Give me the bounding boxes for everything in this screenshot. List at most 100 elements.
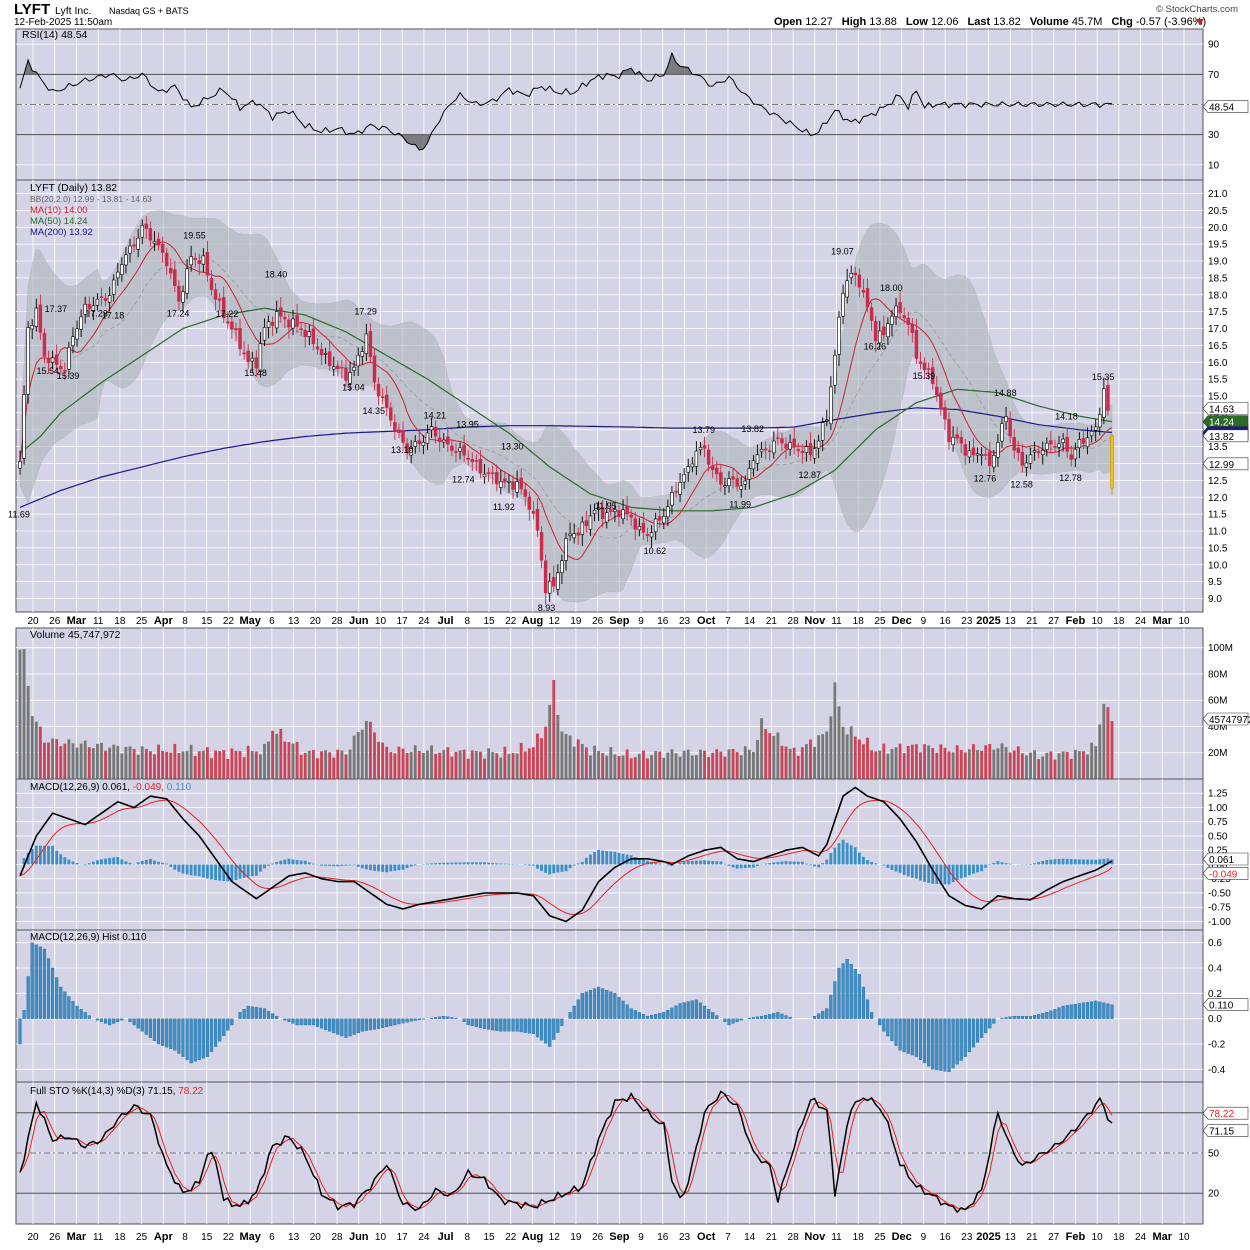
macd-hist-bar bbox=[466, 862, 470, 865]
candle-body bbox=[776, 437, 780, 439]
macd-hist-bar bbox=[1041, 860, 1045, 865]
candle-body bbox=[943, 407, 947, 420]
macd-hist-bar bbox=[910, 864, 914, 878]
hist-bar bbox=[112, 1018, 116, 1024]
volume-bar bbox=[584, 747, 588, 779]
price-annotation: 12.58 bbox=[1010, 480, 1033, 490]
volume-bar bbox=[870, 750, 874, 779]
hist-bar bbox=[568, 1012, 572, 1019]
macd-hist-bar bbox=[385, 864, 389, 873]
volume-bar bbox=[120, 753, 124, 779]
macd-hist-bar bbox=[1049, 859, 1053, 865]
hist-bar bbox=[152, 1018, 157, 1041]
volume-bar bbox=[694, 755, 698, 779]
hist-bar bbox=[592, 988, 597, 1019]
candle-body bbox=[148, 228, 153, 241]
hist-bar bbox=[1081, 1002, 1086, 1019]
hist-bar bbox=[825, 1008, 829, 1019]
price-annotation: 13.19 bbox=[391, 445, 414, 455]
hist-bar bbox=[311, 1018, 315, 1026]
candle-body bbox=[674, 490, 678, 493]
macd-hist-bar bbox=[752, 864, 755, 868]
hist-bar bbox=[462, 1018, 466, 1022]
candle-body bbox=[1102, 388, 1106, 418]
x-axis-tick-label: 20 bbox=[27, 616, 39, 627]
macd-hist-bar bbox=[1061, 858, 1065, 865]
volume-bar bbox=[947, 751, 951, 779]
macd-hist-bar bbox=[1053, 859, 1057, 865]
volume-bar bbox=[548, 704, 552, 779]
hist-bar bbox=[1094, 1000, 1098, 1019]
volume-bar bbox=[368, 721, 372, 779]
volume-bar bbox=[307, 750, 311, 779]
bottom-x-axis-tick-label: 13 bbox=[288, 1232, 300, 1243]
x-axis-tick-label: 16 bbox=[657, 616, 669, 627]
hist-bar bbox=[902, 1018, 906, 1053]
volume-bar bbox=[59, 746, 63, 779]
candle-body bbox=[670, 491, 674, 506]
price-annotation: 15.54 bbox=[37, 366, 60, 376]
hist-bar bbox=[784, 1015, 788, 1019]
volume-bar bbox=[1049, 751, 1053, 779]
macd-hist-bar bbox=[800, 861, 804, 865]
macd-hist-bar bbox=[857, 852, 861, 865]
volume-bar bbox=[951, 752, 955, 779]
volume-bar bbox=[715, 749, 719, 779]
volume-bar bbox=[935, 752, 939, 779]
candle-body bbox=[523, 489, 527, 497]
candle-body bbox=[173, 269, 177, 287]
candle-body bbox=[996, 442, 1000, 458]
macd-tick-label: -0.25 bbox=[1208, 874, 1231, 885]
hist-bar bbox=[1004, 1017, 1008, 1019]
macd-hist-bar bbox=[874, 863, 878, 865]
macd-tick-label: 0.75 bbox=[1208, 817, 1228, 828]
candle-body bbox=[30, 325, 34, 330]
macd-hist-bar bbox=[153, 860, 156, 865]
bottom-x-axis-tick-label: 24 bbox=[1135, 1232, 1147, 1243]
candle-body bbox=[596, 507, 601, 510]
bottom-x-axis-tick-label: 11 bbox=[831, 1232, 842, 1243]
volume-bar bbox=[332, 757, 336, 779]
hist-bar bbox=[103, 1018, 108, 1024]
high-label: High bbox=[842, 16, 867, 28]
bottom-x-axis-tick-label: Jun bbox=[349, 1231, 369, 1243]
ma50-legend: MA(50) 14.24 bbox=[30, 216, 88, 227]
hist-bar bbox=[906, 1018, 910, 1054]
hist-bar bbox=[75, 1005, 79, 1019]
volume-bar bbox=[992, 749, 996, 779]
macd-hist-bar bbox=[1037, 862, 1041, 865]
volume-bar bbox=[943, 747, 947, 779]
volume-bar bbox=[764, 729, 768, 779]
candle-body bbox=[222, 297, 226, 319]
hist-bar bbox=[397, 1018, 401, 1025]
bottom-x-axis-tick-label: 16 bbox=[940, 1232, 952, 1243]
macd-hist-bar bbox=[1033, 863, 1037, 865]
macd-hist-bar bbox=[739, 864, 743, 869]
candle-body bbox=[882, 326, 886, 336]
volume-bar bbox=[613, 754, 617, 779]
hist-bar bbox=[841, 963, 845, 1019]
macd-hist-bar bbox=[210, 864, 213, 880]
volume-bar bbox=[857, 739, 861, 779]
candle-body bbox=[258, 343, 263, 372]
macd-hist-bar bbox=[470, 862, 474, 865]
candle-body bbox=[140, 225, 144, 238]
candle-body bbox=[645, 533, 650, 536]
volume-bar bbox=[597, 750, 601, 779]
volume-bar bbox=[442, 750, 446, 779]
hist-bar bbox=[849, 964, 853, 1019]
candle-body bbox=[1049, 440, 1053, 445]
bb-legend: BB(20,2.0) 12.99 - 13.81 - 14.63 bbox=[30, 194, 152, 204]
volume-bar bbox=[637, 753, 641, 779]
price-tick-label: 19.5 bbox=[1208, 240, 1228, 251]
macd-hist-bar bbox=[454, 862, 458, 865]
candle-body bbox=[495, 472, 499, 485]
x-axis-tick-label: 14 bbox=[744, 616, 756, 627]
bottom-x-axis-tick-label: 26 bbox=[592, 1232, 604, 1243]
hist-bar bbox=[882, 1018, 886, 1032]
candle-body bbox=[751, 460, 756, 470]
x-axis-tick-label: 11 bbox=[831, 616, 842, 627]
volume-bar bbox=[161, 750, 165, 779]
hist-bar bbox=[560, 1018, 564, 1026]
candle-body bbox=[914, 329, 919, 359]
